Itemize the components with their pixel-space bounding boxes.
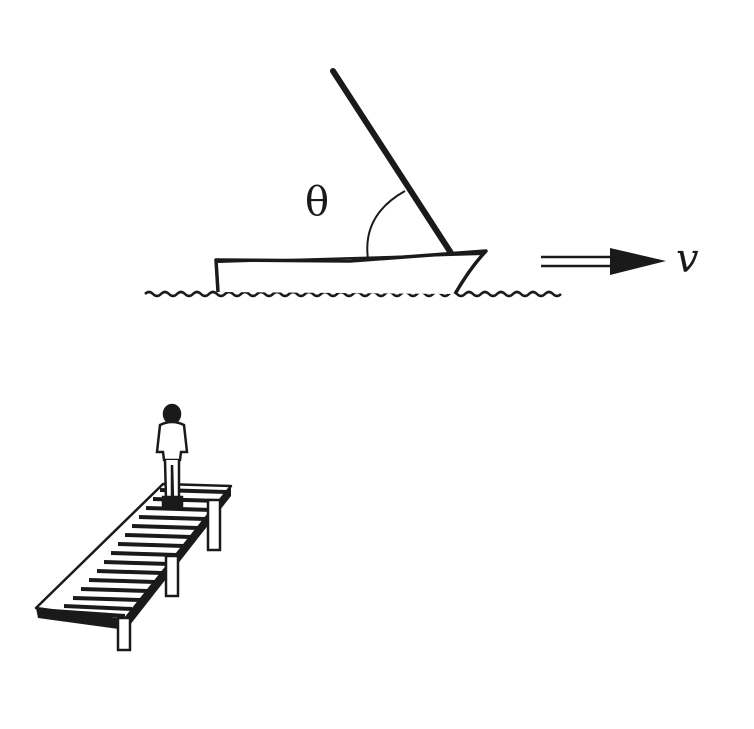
water-surface [144, 290, 562, 298]
angle-label: θ [305, 179, 329, 225]
velocity-label: v [676, 236, 699, 282]
person-figure [155, 403, 189, 508]
pier [34, 482, 233, 652]
boat-gunwale [217, 253, 485, 263]
velocity-arrow [541, 248, 666, 275]
boat-hull [214, 249, 488, 295]
mast [330, 68, 454, 256]
angle-arc [366, 190, 406, 260]
